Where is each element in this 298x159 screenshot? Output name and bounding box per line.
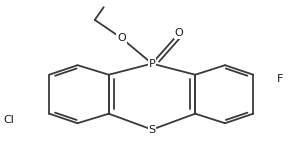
Text: Cl: Cl bbox=[4, 115, 14, 125]
Text: P: P bbox=[149, 59, 155, 69]
Text: F: F bbox=[277, 75, 283, 84]
Text: O: O bbox=[174, 28, 183, 38]
Text: S: S bbox=[148, 125, 156, 135]
Text: O: O bbox=[117, 33, 126, 43]
